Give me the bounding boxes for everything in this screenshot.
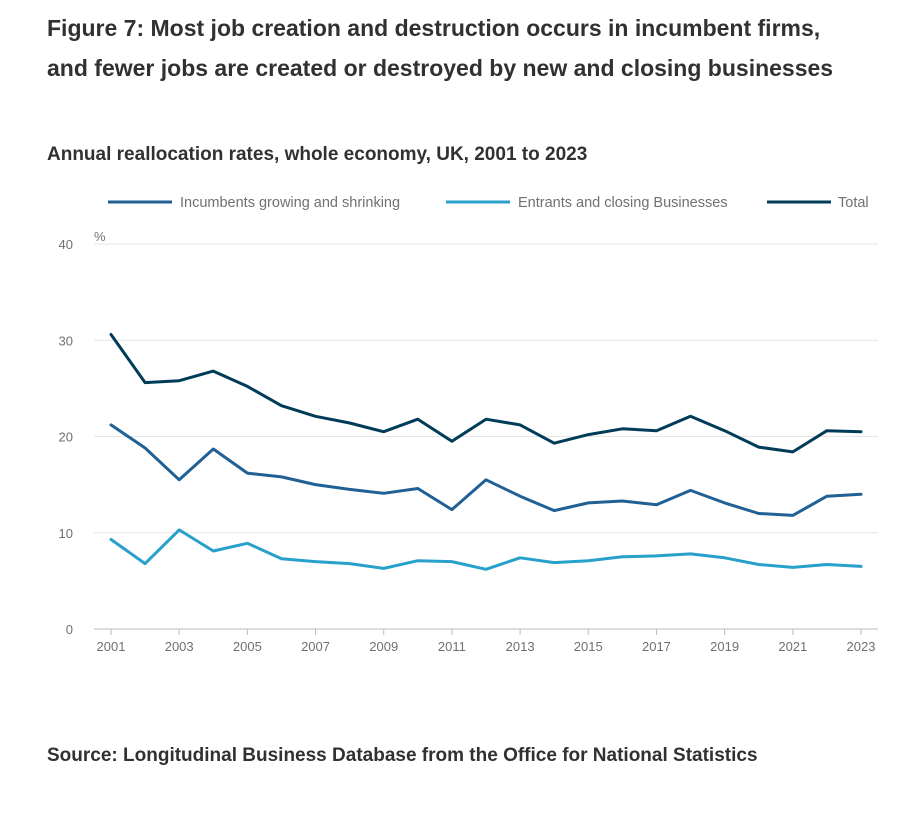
legend-label-2: Entrants and closing Businesses	[518, 195, 728, 211]
x-tick-label: 2023	[847, 639, 876, 654]
series-line-2	[109, 528, 863, 571]
x-tick-label: 2019	[710, 639, 739, 654]
y-tick-label: 0	[66, 622, 73, 637]
chart-gridlines	[94, 243, 878, 534]
y-tick-label: 10	[59, 526, 73, 541]
chart-legend: Incumbents growing and shrinking Entrants…	[108, 195, 869, 211]
y-axis-unit-label: %	[94, 229, 106, 244]
source-note: Source: Longitudinal Business Database f…	[47, 745, 758, 766]
chart-subtitle: Annual reallocation rates, whole economy…	[47, 144, 588, 165]
x-axis: 2001 2003 2005 2007 2009 2011 2013 2015 2017 2019…	[94, 628, 878, 654]
x-tick-label: 2001	[97, 639, 126, 654]
x-tick-label: 2005	[233, 639, 262, 654]
legend-label-3: Total	[838, 195, 869, 211]
x-tick-label: 2003	[165, 639, 194, 654]
x-tick-label: 2017	[642, 639, 671, 654]
x-tick-label: 2007	[301, 639, 330, 654]
x-tick-label: 2013	[506, 639, 535, 654]
series-line-3	[109, 333, 863, 454]
y-tick-label: 40	[59, 237, 73, 252]
line-chart: Incumbents growing and shrinking Entrants…	[59, 195, 878, 654]
x-tick-label: 2011	[438, 639, 466, 654]
series-line-1	[109, 423, 863, 517]
y-axis: 0 10 20 30 40%	[59, 229, 106, 637]
x-tick-label: 2021	[778, 639, 807, 654]
legend-label-1: Incumbents growing and shrinking	[180, 195, 400, 211]
y-tick-label: 20	[59, 430, 73, 445]
x-tick-label: 2009	[369, 639, 398, 654]
chart-series	[109, 333, 863, 571]
figure-title: Figure 7: Most job creation and destruct…	[47, 15, 834, 81]
x-tick-label: 2015	[574, 639, 603, 654]
y-tick-label: 30	[59, 333, 73, 348]
